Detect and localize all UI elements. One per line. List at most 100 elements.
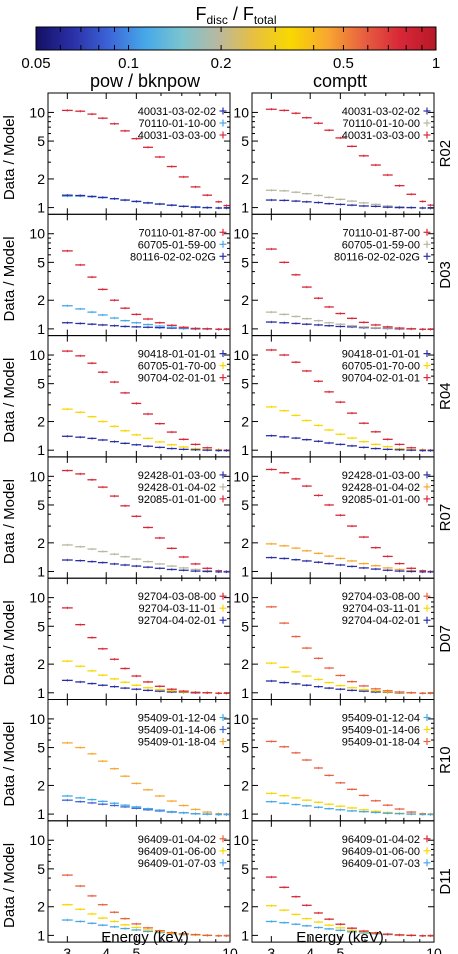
y-tick-label: 5 [241, 740, 249, 756]
legend-entry: 40031-03-03-00 [342, 130, 420, 142]
y-axis-label: Data / Model [1, 722, 18, 807]
legend-entry: 95409-01-18-04 [138, 737, 216, 749]
legend-entry: 92428-01-03-00 [138, 470, 216, 482]
y-tick-label: 5 [241, 376, 249, 392]
y-tick-label: 1 [241, 806, 249, 822]
legend-entry: 80116-02-02-02G [334, 251, 420, 263]
y-tick-label: 5 [241, 618, 249, 634]
y-tick-label: 10 [233, 104, 249, 120]
y-tick-label: 5 [37, 740, 45, 756]
legend-entry: 92428-01-04-02 [138, 482, 216, 494]
legend-entry: 95409-01-14-06 [138, 725, 216, 737]
x-tick-label: 10 [222, 945, 238, 954]
panel-d11-left: 1 2 5 10 3 4 5 10 96409-01-04-0296409-01-06-0096… [29, 820, 238, 954]
column-title-right: comptt [313, 71, 367, 91]
panel-d07-left: 1 2 5 10 92704-03-08-0092704-03-11-0192704-0… [29, 577, 231, 701]
panel-r07-left: 1 2 5 10 92428-01-03-0092428-01-04-0292085-0… [29, 456, 231, 579]
panel-r02-left: 1 2 5 10 40031-03-02-0270110-01-10-0040031-0… [29, 92, 231, 216]
y-tick-label: 1 [37, 563, 45, 579]
y-tick-label: 2 [241, 777, 249, 793]
panel-r04-left: 1 2 5 10 90418-01-01-0160705-01-70-0090704-0… [29, 335, 231, 458]
colorbar-title: Fdisc / Ftotal [195, 4, 276, 27]
y-tick-label: 2 [241, 899, 249, 915]
legend-entry: 70110-01-10-00 [343, 118, 420, 130]
x-tick-label: 5 [132, 945, 140, 954]
x-tick-label: 5 [336, 945, 344, 954]
y-tick-label: 10 [233, 347, 249, 363]
x-tick-label: 4 [306, 945, 314, 954]
xlabel-left: Energy (keV) [101, 929, 189, 946]
y-tick-label: 10 [29, 711, 45, 727]
y-tick-label: 2 [241, 535, 249, 551]
x-tick-label: 3 [63, 945, 71, 954]
y-tick-label: 1 [241, 685, 249, 701]
legend-entry: 60705-01-70-00 [342, 361, 420, 373]
y-tick-label: 5 [37, 254, 45, 270]
y-tick-label: 5 [241, 861, 249, 877]
legend-entry: 95409-01-18-04 [342, 737, 420, 749]
y-tick-label: 1 [37, 927, 45, 943]
legend-entry: 70110-01-87-00 [343, 227, 420, 239]
legend-entry: 92704-03-08-00 [138, 591, 216, 603]
legend-entry: 40031-03-02-02 [138, 106, 216, 118]
row-label: D03 [437, 261, 454, 289]
xlabel-right: Energy (keV) [296, 929, 384, 946]
y-tick-label: 10 [233, 711, 249, 727]
x-tick-label: 4 [102, 945, 110, 954]
y-tick-label: 1 [37, 685, 45, 701]
y-tick-label: 1 [241, 442, 249, 458]
legend-entry: 70110-01-87-00 [139, 227, 216, 239]
y-axis-label: Data / Model [1, 236, 18, 321]
panel-d07-right: 1 2 5 10 92704-03-08-0092704-03-11-0192704-0… [233, 577, 435, 701]
legend-entry: 92085-01-01-00 [138, 494, 216, 506]
colorbar-tick-label: 0.1 [118, 55, 139, 72]
row-label: R02 [437, 140, 454, 168]
y-tick-label: 10 [29, 104, 45, 120]
legend-entry: 96409-01-07-03 [138, 858, 216, 870]
legend-entry: 92704-03-08-00 [342, 591, 420, 603]
panel-r10-left: 1 2 5 10 95409-01-12-0495409-01-14-0695409-0… [29, 699, 231, 822]
y-tick-label: 10 [233, 226, 249, 242]
legend-entry: 90418-01-01-01 [138, 349, 216, 361]
row-label: D07 [437, 625, 454, 653]
legend-entry: 95409-01-14-06 [342, 725, 420, 737]
legend-entry: 40031-03-02-02 [342, 106, 420, 118]
y-tick-label: 10 [233, 590, 249, 606]
y-tick-label: 1 [241, 927, 249, 943]
legend-entry: 60705-01-59-00 [342, 239, 420, 251]
colorbar-title-sep: / F [228, 4, 254, 24]
y-tick-label: 10 [233, 468, 249, 484]
colorbar-title-sub2: total [254, 13, 277, 27]
row-label: D11 [437, 868, 454, 894]
y-tick-label: 10 [29, 347, 45, 363]
y-tick-label: 2 [37, 899, 45, 915]
legend-entry: 60705-01-59-00 [138, 239, 216, 251]
panel-frame [251, 820, 435, 943]
legend-entry: 92428-01-04-02 [342, 482, 420, 494]
y-tick-label: 5 [37, 861, 45, 877]
colorbar-tick-label: 0.2 [211, 55, 232, 72]
y-tick-label: 5 [241, 254, 249, 270]
panel-r02-right: 1 2 5 10 40031-03-02-0270110-01-10-0040031-0… [233, 92, 435, 216]
legend-entry: 96409-01-07-03 [342, 858, 420, 870]
panel-d11-right: 1 2 5 10 3 4 5 10 96409-01-04-0296409-01-06-0096… [233, 820, 442, 954]
y-tick-label: 2 [37, 535, 45, 551]
y-tick-label: 10 [29, 468, 45, 484]
panel-d03-left: 1 2 5 10 70110-01-87-0060705-01-59-0080116-0… [29, 213, 231, 337]
y-tick-label: 10 [29, 226, 45, 242]
panel-r10-right: 1 2 5 10 95409-01-12-0495409-01-14-0695409-0… [233, 699, 435, 822]
y-axis-label: Data / Model [1, 115, 18, 200]
y-tick-label: 1 [37, 321, 45, 337]
legend-entry: 40031-03-03-00 [138, 130, 216, 142]
panel-frame [47, 820, 231, 943]
y-tick-label: 2 [37, 292, 45, 308]
y-tick-label: 2 [37, 656, 45, 672]
y-tick-label: 2 [37, 414, 45, 430]
y-tick-label: 2 [37, 171, 45, 187]
colorbar-tick-labels: 0.05 0.1 0.2 0.5 1 [21, 55, 440, 72]
y-tick-label: 2 [241, 171, 249, 187]
legend-entry: 70110-01-10-00 [139, 118, 216, 130]
legend-entry: 95409-01-12-04 [138, 713, 216, 725]
x-tick-label: 10 [426, 945, 442, 954]
